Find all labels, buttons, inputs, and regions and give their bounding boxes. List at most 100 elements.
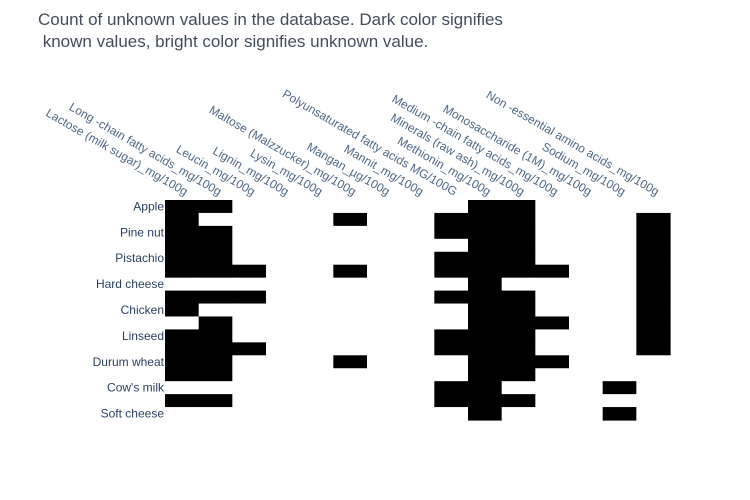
heatmap-cell [602, 329, 637, 343]
heatmap-cell [468, 394, 503, 408]
heatmap-cell [266, 303, 301, 318]
heatmap-cell [434, 290, 469, 305]
heatmap-cell [165, 342, 200, 356]
heatmap-cell [569, 342, 604, 356]
heatmap-cell [400, 394, 435, 408]
heatmap-cell [434, 316, 469, 331]
heatmap-cell [333, 342, 368, 356]
heatmap-cell [569, 303, 604, 318]
heatmap-cell [198, 212, 233, 227]
heatmap-cell [535, 225, 570, 240]
heatmap-cell [232, 368, 267, 382]
heatmap-cell [198, 251, 233, 266]
heatmap-cell [602, 407, 637, 421]
heatmap-cell [165, 200, 200, 214]
heatmap-cell [501, 212, 536, 227]
heatmap-cell [367, 251, 402, 266]
y-tick-label: Apple [133, 200, 164, 214]
heatmap-cell [602, 303, 637, 318]
heatmap-cell [569, 407, 604, 421]
heatmap-cell [367, 303, 402, 318]
heatmap-cell [434, 200, 469, 214]
heatmap-cell [198, 381, 233, 395]
heatmap-cell [400, 342, 435, 356]
heatmap-cell [333, 212, 368, 227]
heatmap-cell [333, 251, 368, 266]
heatmap-cell [266, 342, 301, 356]
heatmap-cell [299, 381, 334, 395]
heatmap-cell [333, 329, 368, 343]
heatmap-cell [636, 342, 671, 356]
heatmap-cell [266, 394, 301, 408]
heatmap-cell [400, 212, 435, 227]
heatmap-cell [636, 212, 671, 227]
heatmap-cell [333, 394, 368, 408]
heatmap-cell [165, 238, 200, 253]
heatmap-cell [165, 381, 200, 395]
heatmap-cell [569, 316, 604, 331]
heatmap-cell [333, 290, 368, 305]
heatmap-cell [501, 225, 536, 240]
heatmap-cell [299, 329, 334, 343]
heatmap-cell [535, 264, 570, 279]
heatmap-cell [400, 251, 435, 266]
heatmap-cell [165, 407, 200, 421]
heatmap-cell [400, 407, 435, 421]
y-axis-tick-labels: Apple Pine nut Pistachio Hard cheese Chicken… [93, 200, 165, 421]
heatmap-cells [165, 200, 671, 421]
heatmap-cell [569, 225, 604, 240]
heatmap-cell [266, 329, 301, 343]
heatmap-cell [468, 303, 503, 318]
heatmap-cell [535, 316, 570, 331]
heatmap-cell [501, 381, 536, 395]
heatmap-cell [602, 316, 637, 331]
heatmap-cell [266, 355, 301, 369]
heatmap-cell [400, 290, 435, 305]
heatmap-cell [602, 212, 637, 227]
heatmap-cell [501, 394, 536, 408]
heatmap-cell [299, 394, 334, 408]
x-tick-label: Lactose (milk sugar)_mg/100g [44, 106, 191, 199]
heatmap-cell [333, 355, 368, 369]
heatmap-cell [434, 381, 469, 395]
heatmap-cell [232, 290, 267, 305]
heatmap-cell [232, 303, 267, 318]
heatmap-cell [501, 342, 536, 356]
heatmap-cell [602, 225, 637, 240]
y-tick-label: Durum wheat [93, 355, 165, 369]
y-tick-label: Soft cheese [101, 407, 165, 421]
heatmap-cell [232, 225, 267, 240]
heatmap-cell [468, 381, 503, 395]
heatmap-cell [636, 238, 671, 253]
heatmap-cell [501, 238, 536, 253]
chart-title-line-1: Count of unknown values in the database.… [38, 10, 503, 29]
heatmap-cell [569, 264, 604, 279]
heatmap-cell [232, 329, 267, 343]
heatmap-cell [198, 407, 233, 421]
heatmap-cell [636, 303, 671, 318]
heatmap-cell [367, 264, 402, 279]
heatmap-cell [266, 407, 301, 421]
heatmap-cell [232, 238, 267, 253]
heatmap-cell [535, 394, 570, 408]
heatmap-cell [400, 238, 435, 253]
heatmap-cell [266, 277, 301, 292]
heatmap-cell [333, 381, 368, 395]
heatmap-cell [636, 277, 671, 292]
heatmap-cell [400, 355, 435, 369]
heatmap-cell [636, 355, 671, 369]
heatmap-cell [400, 329, 435, 343]
heatmap-cell [198, 225, 233, 240]
heatmap-cell [400, 303, 435, 318]
heatmap-cell [400, 316, 435, 331]
heatmap-cell [266, 200, 301, 214]
heatmap-cell [434, 368, 469, 382]
heatmap-cell [535, 407, 570, 421]
heatmap-cell [602, 264, 637, 279]
heatmap-cell [602, 200, 637, 214]
heatmap-cell [333, 225, 368, 240]
heatmap-cell [434, 407, 469, 421]
heatmap-cell [468, 316, 503, 331]
